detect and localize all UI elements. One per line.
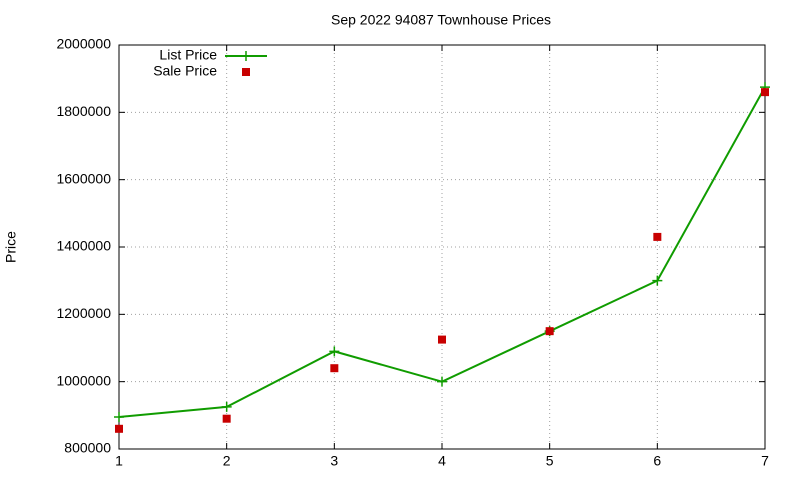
point (438, 335, 446, 344)
legend-marker (241, 51, 251, 61)
x-tick-label: 4 (438, 453, 446, 469)
point (115, 424, 123, 433)
y-tick-label: 800000 (64, 440, 111, 456)
chart-title: Sep 2022 94087 Townhouse Prices (331, 12, 551, 28)
point (761, 88, 769, 97)
plot-frame (118, 44, 766, 450)
y-tick-label: 1800000 (56, 103, 111, 119)
series-line (118, 86, 766, 419)
x-tick-label: 3 (330, 453, 338, 469)
point (437, 376, 447, 387)
y-tick-label: 1200000 (56, 305, 111, 321)
y-tick-label: 1400000 (56, 238, 111, 254)
point (545, 327, 554, 336)
x-tick-label: 6 (653, 453, 661, 469)
point (222, 414, 231, 423)
point (114, 412, 124, 423)
point (652, 275, 663, 286)
legend-marker (242, 68, 250, 76)
y-tick-label: 1000000 (56, 372, 111, 388)
point (221, 401, 232, 412)
x-tick-label: 7 (761, 453, 769, 469)
legend-label: Sale Price (153, 63, 217, 79)
x-tick-label: 2 (223, 453, 231, 469)
y-axis-label: Price (3, 231, 19, 263)
y-tick-label: 1600000 (56, 170, 111, 186)
point (653, 232, 662, 241)
y-tick-label: 2000000 (56, 36, 111, 52)
x-tick-label: 5 (546, 453, 554, 469)
point (330, 364, 339, 373)
point (329, 346, 340, 357)
x-tick-label: 1 (115, 453, 123, 469)
legend-label: List Price (159, 47, 217, 63)
